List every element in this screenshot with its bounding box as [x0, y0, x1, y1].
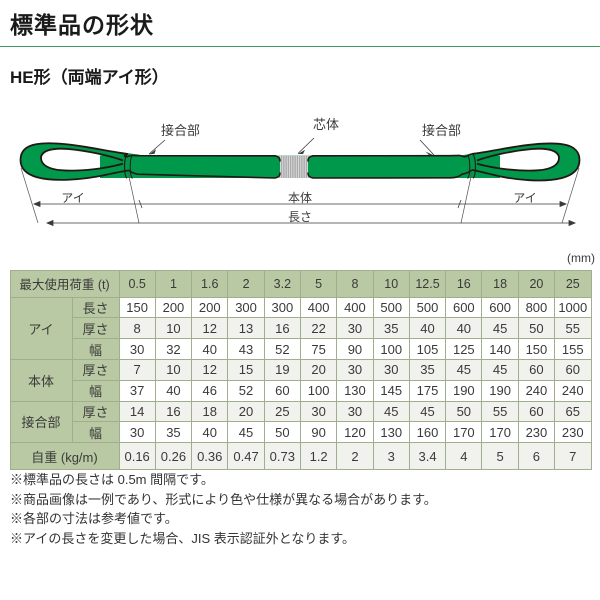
- svg-text:(mm): (mm): [567, 251, 595, 265]
- svg-text:芯体: 芯体: [313, 117, 339, 132]
- svg-text:接合部: 接合部: [161, 123, 200, 138]
- svg-text:本体: 本体: [288, 191, 312, 205]
- svg-text:接合部: 接合部: [422, 123, 461, 138]
- svg-text:アイ: アイ: [61, 191, 84, 205]
- svg-text:アイ: アイ: [513, 191, 536, 205]
- svg-text:長さ: 長さ: [288, 210, 312, 224]
